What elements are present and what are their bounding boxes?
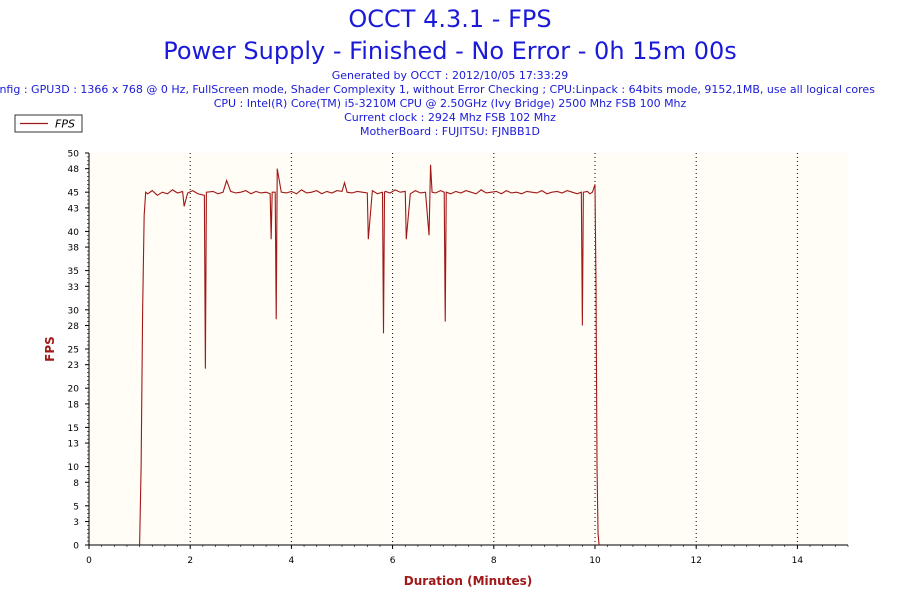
x-tick-label: 14 (792, 556, 804, 566)
y-tick-label: 28 (68, 322, 80, 332)
y-tick-label: 20 (68, 385, 80, 395)
x-tick-label: 4 (289, 556, 295, 566)
legend-box (14, 114, 83, 133)
y-tick-label: 3 (73, 518, 79, 528)
chart-title: OCCT 4.3.1 - FPS (348, 5, 552, 33)
y-tick-label: 13 (68, 440, 79, 450)
config-line: Config : GPU3D : 1366 x 768 @ 0 Hz, Full… (0, 83, 900, 97)
x-tick-label: 10 (589, 556, 601, 566)
y-tick-label: 15 (68, 424, 79, 434)
y-tick-label: 18 (68, 400, 80, 410)
y-axis-label: FPS (43, 336, 57, 362)
generated-line: Generated by OCCT : 2012/10/05 17:33:29 (331, 69, 569, 82)
fps-series-line (139, 164, 600, 546)
y-tick-label: 38 (68, 244, 80, 254)
grid (189, 153, 798, 545)
motherboard-line: MotherBoard : FUJITSU: FJNBB1D (359, 125, 540, 138)
x-tick-label: 0 (86, 556, 92, 566)
cpu-line: CPU : Intel(R) Core(TM) i5-3210M CPU @ 2… (213, 97, 687, 110)
y-tick-label: 50 (68, 150, 80, 160)
config-text: Config : GPU3D : 1366 x 768 @ 0 Hz, Full… (0, 83, 875, 96)
y-tick-label: 45 (68, 189, 79, 199)
y-tick-label: 30 (68, 306, 80, 316)
y-tick-label: 35 (68, 267, 79, 277)
y-tick-label: 5 (73, 502, 79, 512)
x-tick-label: 2 (187, 556, 193, 566)
legend-label: FPS (55, 118, 75, 131)
x-tick-label: 8 (491, 556, 497, 566)
y-tick-label: 33 (68, 283, 79, 293)
clock-line: Current clock : 2924 Mhz FSB 102 Mhz (344, 111, 556, 124)
y-tick-label: 48 (68, 165, 80, 175)
y-tick-label: 0 (73, 542, 79, 552)
y-tick-label: 10 (68, 463, 80, 473)
x-tick-label: 6 (390, 556, 396, 566)
y-tick-label: 43 (68, 204, 79, 214)
chart-subtitle: Power Supply - Finished - No Error - 0h … (163, 37, 737, 65)
plot-area (89, 153, 848, 545)
y-tick-label: 23 (68, 361, 79, 371)
y-tick-label: 25 (68, 346, 79, 356)
legend: FPS (14, 114, 83, 133)
y-tick-label: 40 (68, 228, 80, 238)
y-tick-label: 8 (73, 479, 79, 489)
x-axis-label: Duration (Minutes) (404, 574, 532, 588)
x-tick-label: 12 (690, 556, 701, 566)
